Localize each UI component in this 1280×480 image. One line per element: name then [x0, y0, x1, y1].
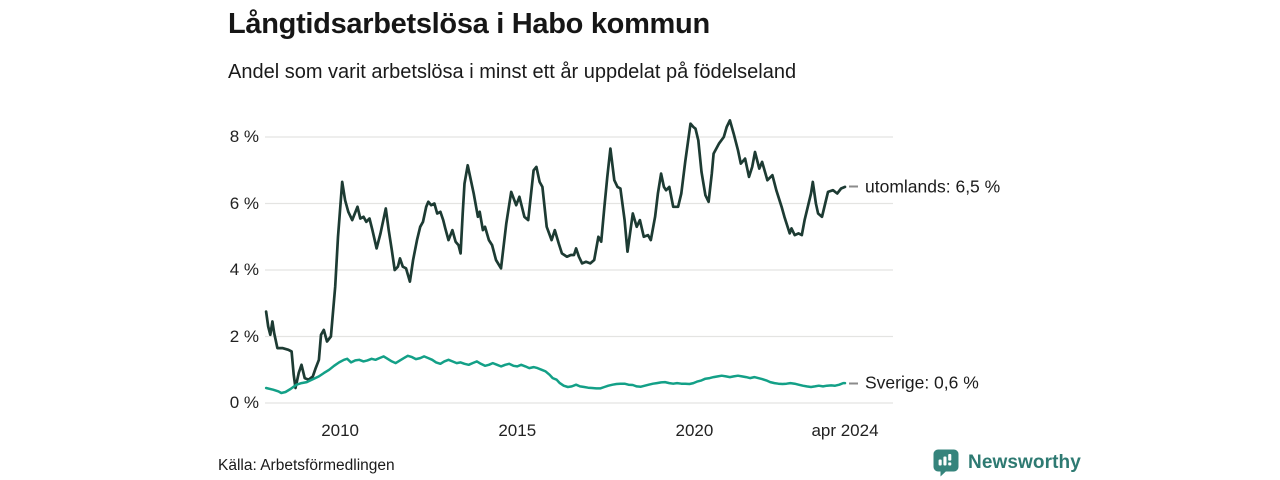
series-line-sverige — [264, 354, 847, 395]
series-end-label-sverige: Sverige: 0,6 % — [849, 373, 979, 394]
newsworthy-badge-bar-chart-icon — [933, 449, 959, 477]
series-line-utomlands — [264, 119, 847, 390]
x-tick-label: 2020 — [675, 421, 714, 440]
chart-title: Långtidsarbetslösa i Habo kommun — [228, 8, 710, 40]
y-tick-label: 2 % — [229, 326, 259, 346]
newsworthy-logo: Newsworthy — [933, 449, 1081, 477]
series-end-label-text: utomlands: 6,5 % — [865, 176, 1001, 197]
series-end-label-utomlands: utomlands: 6,5 % — [849, 176, 1000, 197]
y-tick-label: 6 % — [229, 193, 259, 213]
source-note: Källa: Arbetsförmedlingen — [218, 457, 395, 474]
x-tick-label: 2010 — [321, 421, 360, 440]
x-tick-label: 2015 — [498, 421, 537, 440]
label-connector-dash — [849, 185, 858, 188]
x-tick-label: apr 2024 — [811, 421, 879, 440]
chart-subtitle: Andel som varit arbetslösa i minst ett å… — [228, 61, 797, 83]
label-connector-dash — [849, 382, 858, 385]
y-tick-label: 8 % — [229, 127, 259, 146]
series-end-label-text: Sverige: 0,6 % — [865, 372, 979, 393]
y-tick-label: 4 % — [229, 260, 259, 279]
newsworthy-wordmark: Newsworthy — [968, 452, 1081, 473]
y-tick-label: 0 % — [229, 393, 259, 412]
